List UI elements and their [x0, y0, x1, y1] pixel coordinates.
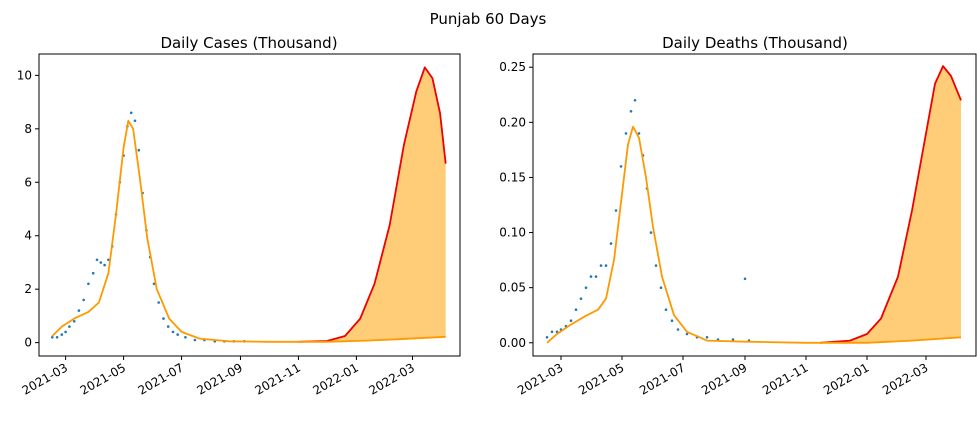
deaths-plot-area — [545, 65, 962, 344]
cases-data-point — [64, 330, 67, 334]
figure-suptitle: Punjab 60 Days — [430, 10, 547, 28]
deaths-data-point — [599, 264, 603, 267]
cases-data-point — [87, 282, 90, 286]
deaths-data-point — [589, 275, 593, 278]
deaths-data-point — [614, 209, 618, 212]
deaths-data-point — [579, 297, 583, 301]
cases-data-point — [171, 330, 175, 334]
cases-data-point — [129, 111, 133, 115]
deaths-y-tick-label: 0.15 — [499, 170, 526, 184]
deaths-x-tick-label: 2022-03 — [880, 360, 930, 397]
cases-ticks: 0 2 4 6 8 10 2021-03 2021-05 2021-07 2021-09 2021-… — [17, 68, 417, 397]
deaths-data-point — [584, 286, 588, 290]
deaths-chart-title: Daily Deaths (Thousand) — [662, 34, 848, 52]
deaths-x-tick-label: 2021-03 — [515, 360, 565, 397]
cases-data-point — [99, 261, 103, 264]
deaths-fit-line — [546, 125, 962, 344]
deaths-x-tick-label: 2021-11 — [760, 360, 810, 397]
cases-data-point — [107, 258, 110, 262]
cases-data-point — [72, 320, 76, 323]
chart-deaths: Daily Deaths (Thousand) 0.00 0.05 0.10 0.15… — [499, 34, 977, 398]
deaths-y-tick-label: 0.20 — [499, 115, 526, 129]
cases-plot-area — [51, 66, 447, 343]
cases-x-tick-label: 2021-09 — [195, 360, 245, 397]
cases-y-tick-label: 0 — [24, 336, 32, 350]
cases-x-tick-label: 2021-05 — [78, 360, 128, 397]
deaths-x-tick-label: 2021-07 — [637, 360, 687, 397]
deaths-data-point — [731, 338, 735, 341]
cases-data-point — [176, 333, 179, 336]
cases-data-point — [55, 336, 59, 339]
deaths-data-point — [659, 286, 663, 290]
cases-y-tick-label: 8 — [24, 122, 32, 136]
deaths-data-point — [676, 328, 680, 331]
deaths-y-tick-label: 0.25 — [499, 60, 526, 74]
deaths-data-point — [604, 264, 608, 267]
deaths-data-point — [649, 231, 653, 234]
cases-data-point — [157, 301, 160, 304]
deaths-data-point — [594, 275, 598, 278]
cases-y-tick-label: 4 — [24, 229, 32, 243]
cases-data-point — [60, 333, 64, 336]
deaths-data-point — [545, 336, 549, 339]
cases-data-point — [68, 325, 71, 328]
deaths-data-point — [637, 132, 641, 135]
deaths-ticks: 0.00 0.05 0.10 0.15 0.20 0.25 2021-03 2021-05 20… — [499, 60, 930, 397]
cases-data-point — [103, 263, 106, 267]
cases-data-point — [82, 298, 85, 302]
cases-x-tick-label: 2021-11 — [253, 360, 303, 397]
deaths-axes-frame — [532, 53, 977, 357]
cases-forecast-line — [298, 66, 447, 343]
cases-x-tick-label: 2022-01 — [310, 360, 360, 397]
deaths-x-tick-label: 2022-01 — [821, 360, 871, 397]
deaths-data-point — [629, 110, 633, 113]
deaths-y-tick-label: 0.00 — [499, 336, 526, 350]
cases-data-point — [166, 325, 170, 328]
deaths-data-point — [624, 132, 628, 135]
deaths-data-point — [574, 308, 578, 312]
deaths-data-point — [633, 99, 637, 102]
cases-axes-frame — [38, 53, 461, 357]
cases-x-tick-label: 2021-07 — [136, 360, 186, 397]
deaths-x-tick-label: 2021-09 — [699, 360, 749, 397]
deaths-data-point — [743, 277, 747, 281]
cases-data-point — [77, 309, 81, 312]
cases-data-point — [162, 317, 165, 320]
cases-data-point — [193, 338, 197, 342]
deaths-data-point — [619, 165, 623, 168]
deaths-data-point — [550, 330, 554, 334]
cases-data-point — [91, 271, 95, 275]
deaths-y-tick-label: 0.05 — [499, 281, 526, 295]
cases-y-tick-label: 6 — [24, 175, 32, 189]
cases-y-tick-label: 10 — [17, 68, 32, 82]
deaths-data-point — [555, 330, 559, 334]
cases-data-point — [51, 336, 54, 339]
deaths-forecast-line — [819, 65, 962, 344]
cases-uncertainty-band — [298, 67, 446, 342]
cases-data-point — [95, 258, 99, 262]
deaths-data-point — [664, 308, 668, 312]
deaths-y-tick-label: 0.10 — [499, 226, 526, 240]
cases-data-point — [133, 119, 137, 123]
cases-fit-line — [51, 119, 446, 343]
cases-x-tick-label: 2022-03 — [367, 360, 417, 397]
deaths-data-point — [685, 332, 689, 336]
deaths-data-point — [609, 242, 613, 245]
deaths-data-point — [569, 319, 573, 323]
deaths-data-point — [654, 264, 658, 267]
cases-data-point — [184, 336, 187, 339]
deaths-uncertainty-band — [820, 66, 961, 343]
cases-y-tick-label: 2 — [24, 282, 32, 296]
deaths-data-point — [670, 319, 674, 323]
cases-x-tick-label: 2021-03 — [20, 360, 70, 397]
deaths-x-tick-label: 2021-05 — [576, 360, 626, 397]
deaths-data-point — [705, 336, 709, 339]
cases-data-point — [137, 148, 141, 152]
cases-chart-title: Daily Cases (Thousand) — [160, 34, 337, 52]
cases-data-point — [152, 282, 156, 286]
